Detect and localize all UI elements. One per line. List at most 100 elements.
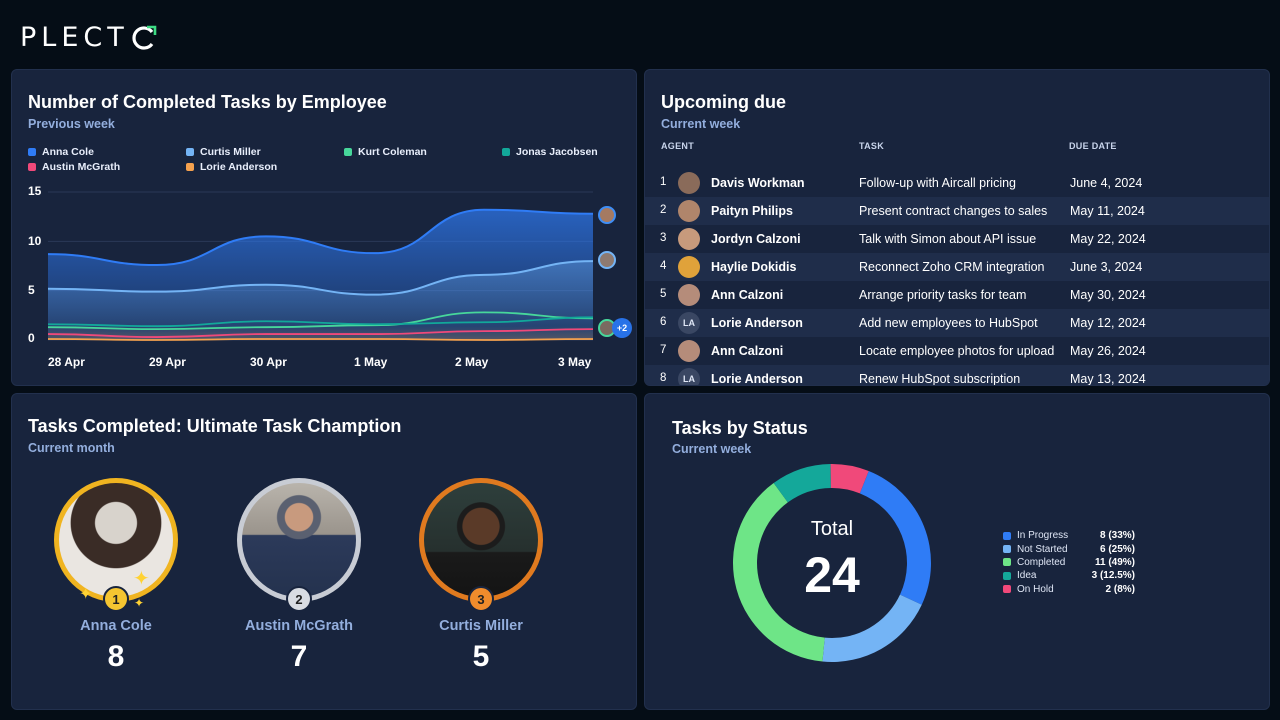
champion-name: Curtis Miller — [439, 618, 523, 634]
status-label: Completed — [1017, 556, 1066, 568]
x-tick-label: 29 Apr — [149, 355, 186, 369]
more-series-badge[interactable]: +2 — [612, 318, 632, 338]
sparkle-icon: ✦ — [133, 568, 150, 590]
table-row[interactable]: 2 Paityn Philips Present contract changes … — [645, 197, 1269, 225]
plecto-logo: PLECT — [20, 22, 157, 53]
table-row[interactable]: 5 Ann Calzoni Arrange priority tasks for t… — [645, 281, 1269, 309]
due-date: June 3, 2024 — [1070, 260, 1143, 274]
legend-label: Jonas Jacobsen — [516, 146, 598, 158]
avatar — [424, 483, 538, 597]
task-name: Arrange priority tasks for team — [859, 288, 1027, 302]
x-tick-label: 30 Apr — [250, 355, 287, 369]
series-avatar-anna-cole[interactable] — [598, 206, 616, 224]
status-legend-item: Completed 11 (49%) — [1003, 556, 1143, 569]
y-tick-label: 10 — [28, 234, 42, 248]
due-date: May 13, 2024 — [1070, 372, 1146, 386]
donut-slice-idea[interactable] — [773, 464, 831, 503]
champion-card-3[interactable]: 3 Curtis Miller 5 — [391, 478, 571, 674]
donut-total-value: 24 — [804, 547, 860, 603]
x-tick-label: 2 May — [455, 355, 489, 369]
status-legend-item: Idea 3 (12.5%) — [1003, 569, 1143, 582]
status-donut-chart — [733, 463, 931, 663]
champion-card-1[interactable]: 1 ✦ ✦ ✦ Anna Cole 8 — [26, 478, 206, 674]
legend-item-austin-mcgrath: Austin McGrath — [28, 161, 186, 173]
champion-card-2[interactable]: 2 Austin McGrath 7 — [209, 478, 389, 674]
avatar — [678, 256, 700, 278]
rank-medal: 3 — [468, 586, 494, 612]
status-label: Not Started — [1017, 543, 1068, 555]
status-value: 6 (25%) — [1099, 543, 1135, 555]
series-line-curtis-miller — [47, 260, 594, 296]
table-row[interactable]: 3 Jordyn Calzoni Talk with Simon about API… — [645, 225, 1269, 253]
avatar-ring: 3 — [419, 478, 543, 612]
legend-item-kurt-coleman: Kurt Coleman — [344, 146, 502, 158]
table-row[interactable]: 6 LA Lorie Anderson Add new employees to Hu… — [645, 309, 1269, 337]
agent-name: Lorie Anderson — [711, 372, 803, 386]
champion-value: 8 — [107, 640, 125, 673]
donut-slice-on-hold[interactable] — [830, 463, 869, 494]
avatar — [59, 483, 173, 597]
status-legend: In Progress 8 (33%) Not Started 6 (25%) Co… — [1003, 529, 1143, 596]
panel-subtitle: Current week — [672, 442, 752, 456]
table-row[interactable]: 8 LA Lorie Anderson Renew HubSpot subscript… — [645, 365, 1269, 386]
legend-swatch — [1003, 531, 1011, 540]
task-name: Reconnect Zoho CRM integration — [859, 260, 1045, 274]
area-chart — [47, 191, 594, 341]
table-row[interactable]: 7 Ann Calzoni Locate employee photos for u… — [645, 337, 1269, 365]
status-value: 2 (8%) — [1105, 583, 1135, 595]
donut-slice-completed[interactable] — [733, 483, 825, 662]
rank-medal: 1 — [103, 586, 129, 612]
legend-item-lorie-anderson: Lorie Anderson — [186, 161, 344, 173]
task-name: Renew HubSpot subscription — [859, 372, 1021, 386]
donut-slice-not-started[interactable] — [822, 594, 922, 663]
panel-title: Upcoming due — [661, 92, 786, 112]
due-date: May 30, 2024 — [1070, 288, 1146, 302]
column-header-task: TASK — [859, 141, 885, 151]
table-row[interactable]: 1 Davis Workman Follow-up with Aircall pri… — [645, 169, 1269, 197]
legend-swatch — [344, 148, 352, 156]
task-champion-panel: Tasks Completed: Ultimate Task Chamption… — [11, 393, 637, 710]
donut-slice-in-progress[interactable] — [859, 471, 931, 605]
avatar: LA — [678, 312, 700, 334]
avatar: LA — [678, 368, 700, 385]
status-legend-item: On Hold 2 (8%) — [1003, 583, 1143, 596]
avatar-ring: 1 ✦ ✦ ✦ — [54, 478, 178, 612]
status-value: 3 (12.5%) — [1091, 570, 1135, 582]
column-header-agent: AGENT — [661, 141, 694, 151]
legend-swatch — [1003, 571, 1011, 580]
avatar — [678, 200, 700, 222]
logo-text: PLECT — [20, 22, 129, 53]
status-label: Idea — [1017, 570, 1037, 582]
champion-value: 7 — [290, 640, 308, 673]
panel-title: Tasks Completed: Ultimate Task Chamption — [28, 416, 402, 436]
legend-item-anna-cole: Anna Cole — [28, 146, 186, 158]
table-row[interactable]: 4 Haylie Dokidis Reconnect Zoho CRM integr… — [645, 253, 1269, 281]
legend-label: Curtis Miller — [200, 146, 261, 158]
avatar — [242, 483, 356, 597]
avatar — [678, 228, 700, 250]
panel-subtitle: Previous week — [28, 117, 115, 131]
status-label: In Progress — [1017, 530, 1069, 542]
due-date: June 4, 2024 — [1070, 176, 1143, 190]
sparkle-icon: ✦ — [134, 596, 145, 610]
series-avatar-curtis-miller[interactable] — [598, 251, 616, 269]
avatar — [678, 172, 700, 194]
legend-swatch — [502, 148, 510, 156]
legend-swatch — [1003, 545, 1011, 554]
chart-legend: Anna Cole Curtis Miller Kurt Coleman Jon… — [28, 146, 628, 173]
panel-subtitle: Current week — [661, 117, 741, 131]
due-date: May 12, 2024 — [1070, 316, 1146, 330]
row-number: 4 — [660, 260, 667, 272]
legend-label: Lorie Anderson — [200, 161, 278, 173]
status-value: 8 (33%) — [1099, 530, 1135, 542]
task-name: Add new employees to HubSpot — [859, 316, 1038, 330]
series-line-lorie-anderson — [47, 338, 594, 341]
task-name: Locate employee photos for upload — [859, 344, 1055, 358]
avatar-ring: 2 — [237, 478, 361, 612]
agent-name: Lorie Anderson — [711, 316, 803, 330]
series-area-curtis-miller — [48, 261, 593, 340]
completed-tasks-by-employee-panel: Number of Completed Tasks by Employee Pr… — [11, 69, 637, 386]
status-legend-item: In Progress 8 (33%) — [1003, 529, 1143, 542]
sparkle-icon: ✦ — [79, 586, 93, 603]
series-line-anna-cole — [47, 208, 594, 267]
